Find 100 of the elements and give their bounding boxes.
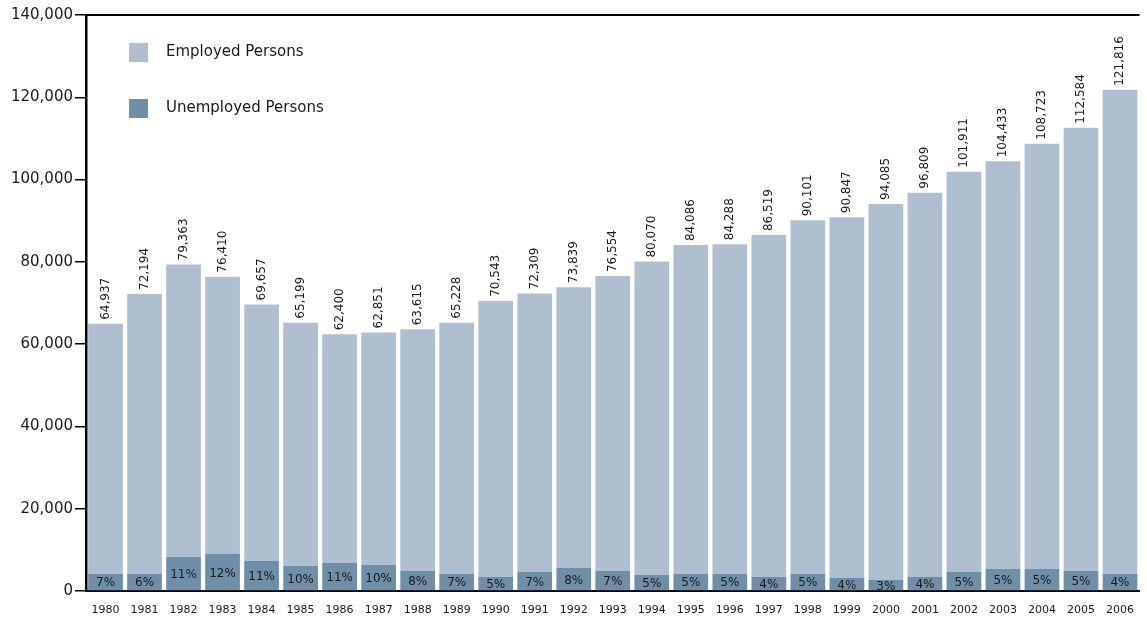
annotation: 7%: [603, 574, 623, 589]
total-label: 104,433: [995, 107, 1010, 158]
bar: [790, 220, 826, 574]
x-tick-label: 1985: [286, 603, 315, 617]
x-tick-label: 2002: [949, 603, 978, 617]
x-tick-label: 1984: [247, 603, 276, 617]
annotation: 5%: [681, 575, 701, 590]
annotation: 7%: [447, 575, 467, 590]
y-tick-label: 60,000: [20, 334, 73, 353]
bar: [634, 261, 670, 575]
annotation: 12%: [209, 565, 236, 580]
x-tick-label: 1991: [520, 603, 549, 617]
bar: [283, 322, 318, 566]
total-label: 80,070: [643, 215, 658, 258]
annotation: 4%: [759, 577, 779, 592]
bar: [556, 287, 592, 568]
bar: [868, 203, 904, 580]
annotation: 5%: [642, 576, 662, 591]
total-label: 72,309: [526, 247, 541, 290]
bar: [1024, 143, 1060, 569]
y-tick-label: 20,000: [20, 498, 73, 517]
x-tick-label: 2006: [1106, 603, 1134, 617]
bar: [829, 217, 865, 578]
x-tick-label: 1980: [91, 603, 120, 617]
total-label: 108,723: [1034, 90, 1049, 140]
total-label: 62,851: [370, 286, 385, 329]
x-tick-label: 1992: [559, 603, 588, 617]
total-label: 64,937: [97, 277, 112, 320]
total-label: 86,519: [760, 189, 775, 232]
total-label: 69,657: [253, 258, 268, 301]
total-label: 96,809: [917, 146, 932, 189]
bar: [985, 161, 1021, 569]
total-label: 101,911: [956, 118, 971, 168]
x-tick-label: 2000: [871, 603, 900, 617]
annotation: 11%: [248, 569, 275, 584]
x-tick-label: 2001: [910, 603, 939, 617]
annotation: 5%: [720, 575, 740, 590]
x-tick-label: 2003: [988, 603, 1017, 617]
bar: [400, 329, 436, 571]
total-label: 90,847: [839, 171, 853, 214]
annotation: 7%: [95, 575, 116, 590]
legend-label: Employed Persons: [166, 42, 304, 61]
total-label: 112,584: [1073, 74, 1088, 124]
total-label: 94,085: [878, 157, 893, 200]
bar: [361, 332, 397, 566]
bar: [127, 293, 162, 574]
annotation: 4%: [1110, 575, 1130, 590]
annotation: 5%: [1032, 573, 1052, 588]
x-tick-label: 1990: [481, 603, 510, 617]
total-label: 73,839: [565, 241, 580, 284]
annotation: 5%: [798, 575, 818, 590]
bar: [244, 304, 279, 561]
x-tick-label: 1995: [676, 603, 705, 617]
bar: [751, 235, 787, 578]
x-tick-label: 1986: [325, 603, 354, 617]
annotation: 11%: [326, 570, 353, 585]
annotation: 5%: [954, 574, 974, 589]
x-tick-label: 1988: [403, 603, 432, 617]
bar: [205, 276, 240, 554]
annotation: 11%: [170, 567, 197, 582]
x-tick-label: 1998: [793, 603, 822, 617]
annotation: 4%: [837, 577, 857, 592]
annotation: 3%: [876, 578, 896, 593]
annotation: 8%: [564, 572, 584, 587]
total-label: 65,228: [448, 276, 463, 319]
x-tick-label: 1981: [130, 603, 159, 617]
total-label: 84,086: [682, 199, 697, 242]
y-tick-label: 120,000: [10, 87, 73, 106]
bar: [1063, 127, 1099, 571]
total-label: 63,615: [409, 283, 424, 326]
annotation: 4%: [915, 577, 935, 592]
bar: [478, 300, 514, 578]
annotation: 6%: [135, 575, 155, 590]
bar: [322, 334, 357, 564]
x-tick-label: 1993: [598, 603, 627, 617]
x-tick-label: 1994: [637, 603, 666, 617]
y-tick-label: 80,000: [20, 251, 73, 270]
x-tick-label: 1989: [442, 603, 471, 617]
bar: [88, 323, 123, 574]
total-label: 90,101: [799, 174, 814, 217]
x-tick-label: 1982: [169, 603, 198, 617]
total-label: 62,400: [331, 288, 346, 331]
total-label: 65,199: [292, 276, 307, 319]
total-label: 84,288: [721, 198, 736, 241]
total-label: 76,410: [214, 230, 229, 273]
annotation: 5%: [486, 577, 506, 592]
bar: [946, 171, 982, 573]
bar: [1102, 89, 1138, 574]
x-tick-label: 1996: [715, 603, 744, 617]
y-tick-label: 140,000: [10, 4, 73, 23]
total-label: 79,363: [175, 218, 190, 261]
x-tick-label: 1983: [208, 603, 237, 617]
bar: [673, 245, 709, 574]
bar: [595, 276, 631, 571]
annotation: 5%: [993, 573, 1013, 588]
x-tick-label: 1999: [832, 603, 861, 617]
bar: [205, 553, 240, 591]
bar: [712, 244, 748, 574]
bar: [907, 192, 943, 578]
y-tick-label: 100,000: [10, 169, 73, 188]
